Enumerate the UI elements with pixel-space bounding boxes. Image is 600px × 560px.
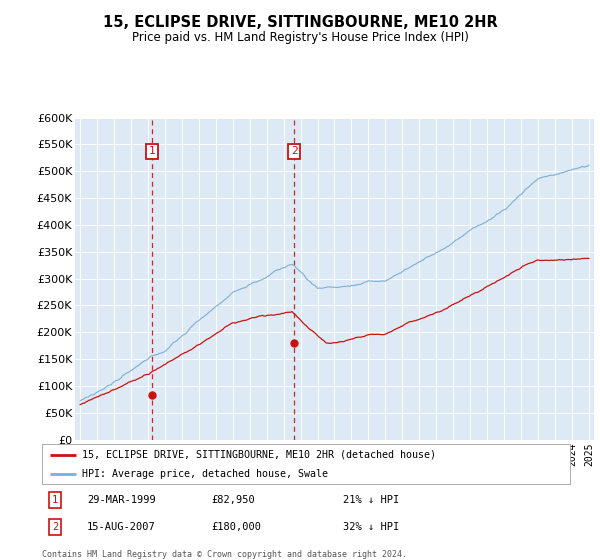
Text: £180,000: £180,000 [211, 522, 261, 532]
Text: 1: 1 [149, 146, 155, 156]
Text: 21% ↓ HPI: 21% ↓ HPI [343, 495, 399, 505]
Text: 2: 2 [291, 146, 298, 156]
Text: 29-MAR-1999: 29-MAR-1999 [87, 495, 155, 505]
Text: 15, ECLIPSE DRIVE, SITTINGBOURNE, ME10 2HR (detached house): 15, ECLIPSE DRIVE, SITTINGBOURNE, ME10 2… [82, 450, 436, 460]
Text: 32% ↓ HPI: 32% ↓ HPI [343, 522, 399, 532]
Text: 15, ECLIPSE DRIVE, SITTINGBOURNE, ME10 2HR: 15, ECLIPSE DRIVE, SITTINGBOURNE, ME10 2… [103, 15, 497, 30]
Text: £82,950: £82,950 [211, 495, 255, 505]
Text: 2: 2 [52, 522, 58, 532]
Text: HPI: Average price, detached house, Swale: HPI: Average price, detached house, Swal… [82, 469, 328, 478]
Text: Contains HM Land Registry data © Crown copyright and database right 2024.
This d: Contains HM Land Registry data © Crown c… [42, 550, 407, 560]
Text: 1: 1 [52, 495, 58, 505]
Text: 15-AUG-2007: 15-AUG-2007 [87, 522, 155, 532]
Text: Price paid vs. HM Land Registry's House Price Index (HPI): Price paid vs. HM Land Registry's House … [131, 31, 469, 44]
